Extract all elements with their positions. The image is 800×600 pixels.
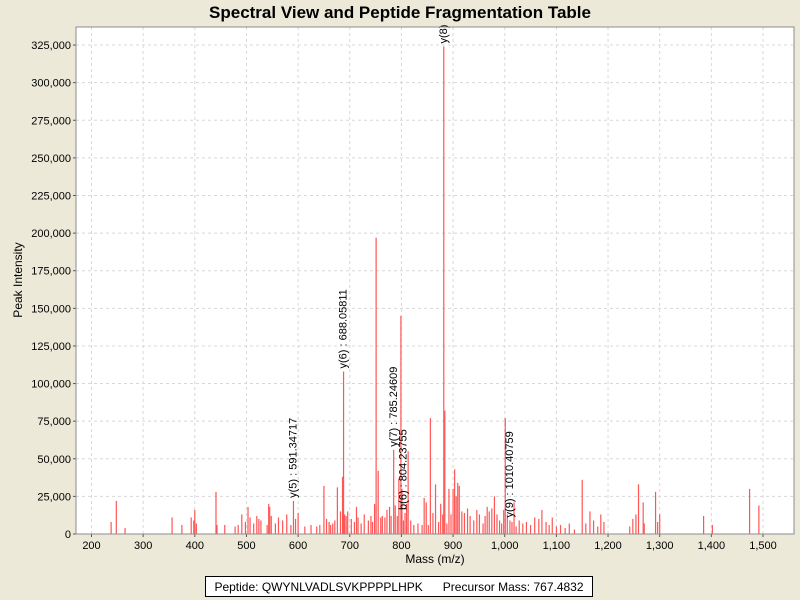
- peptide-info-box: Peptide: QWYNLVADLSVKPPPPLHPK Precursor …: [205, 576, 593, 597]
- peak-annotation: y(9) : 1010.40759: [504, 431, 516, 517]
- peak-annotation: y(5) : 591.34717: [288, 418, 300, 498]
- y-tick-label: 125,000: [31, 341, 71, 353]
- x-tick-label: 1,100: [543, 540, 571, 552]
- x-tick-label: 1,400: [698, 540, 726, 552]
- y-tick-label: 0: [65, 529, 71, 541]
- peak-annotation: b(6) : 804.23755: [398, 429, 410, 510]
- x-tick-label: 500: [237, 540, 255, 552]
- x-tick-label: 700: [341, 540, 359, 552]
- peak-annotation: y(6) : 688.05811: [338, 289, 350, 368]
- y-tick-label: 300,000: [31, 78, 71, 90]
- x-tick-label: 1,500: [749, 540, 777, 552]
- x-tick-label: 1,200: [594, 540, 622, 552]
- y-tick-label: 225,000: [31, 190, 71, 202]
- y-tick-label: 200,000: [31, 228, 71, 240]
- grid: [76, 27, 794, 535]
- peptide-label: Peptide: QWYNLVADLSVKPPPPLHPK: [214, 579, 423, 594]
- x-tick-label: 900: [444, 540, 462, 552]
- y-tick-label: 150,000: [31, 303, 71, 315]
- peak-bars: [110, 46, 760, 534]
- info-spacer: [423, 580, 443, 594]
- plot-border: [75, 26, 795, 535]
- x-tick-label: 200: [82, 540, 100, 552]
- x-tick-label: 800: [392, 540, 410, 552]
- y-tick-label: 175,000: [31, 266, 71, 278]
- x-tick-label: 300: [134, 540, 152, 552]
- peak-annotation: y(8): [438, 25, 450, 44]
- y-tick-label: 100,000: [31, 379, 71, 391]
- y-axis-label: Peak Intensity: [11, 242, 25, 317]
- x-tick-label: 1,000: [491, 540, 519, 552]
- y-tick-label: 25,000: [37, 491, 71, 503]
- x-tick-label: 1,300: [646, 540, 674, 552]
- y-tick-label: 275,000: [31, 115, 71, 127]
- x-tick-label: 400: [186, 540, 204, 552]
- y-tick-label: 75,000: [37, 416, 71, 428]
- axes: 0 25,000 50,000 75,000 100,000 125,000 150,000…: [31, 26, 795, 552]
- peak-annotations: y(5) : 591.34717 y(6) : 688.05811 y(7) : 7…: [288, 25, 516, 518]
- x-tick-label: 600: [289, 540, 307, 552]
- chart-title: Spectral View and Peptide Fragmentation …: [209, 3, 591, 22]
- peak-annotation: y(7) : 785.24609: [388, 367, 400, 447]
- plot-area: [76, 27, 794, 534]
- y-tick-label: 250,000: [31, 153, 71, 165]
- y-tick-label: 325,000: [31, 40, 71, 52]
- precursor-mass-label: Precursor Mass: 767.4832: [442, 579, 584, 594]
- x-axis-label: Mass (m/z): [405, 552, 464, 566]
- y-tick-label: 50,000: [37, 454, 71, 466]
